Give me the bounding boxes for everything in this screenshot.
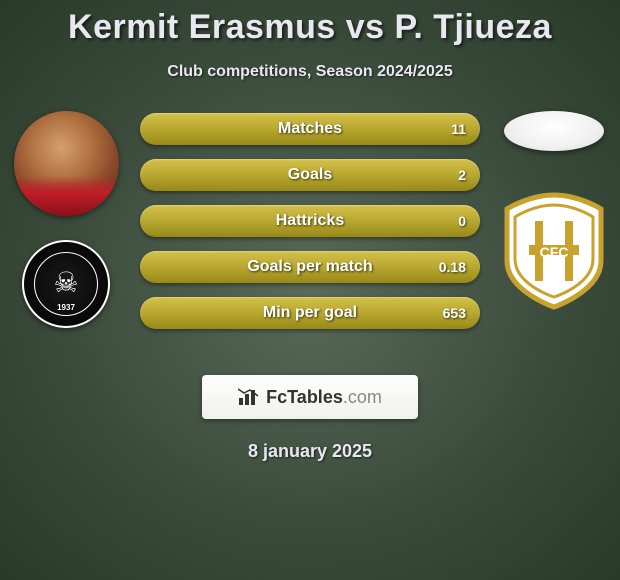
stat-bar: Hattricks0 <box>140 205 480 237</box>
date-label: 8 january 2025 <box>0 441 620 462</box>
player1-club-badge: ☠ 1937 <box>22 240 110 328</box>
brand-light: .com <box>343 387 382 407</box>
brand-strong: FcTables <box>266 387 343 407</box>
stat-label: Hattricks <box>140 205 480 237</box>
player1-jersey-text: SAMSIC <box>14 199 119 210</box>
stat-bar: Matches11 <box>140 113 480 145</box>
skull-icon: ☠ <box>53 266 78 299</box>
stat-label: Goals per match <box>140 251 480 283</box>
left-column: SAMSIC ☠ 1937 <box>6 111 126 328</box>
club-shield-icon: CFC <box>499 191 609 311</box>
stat-bar: Goals per match0.18 <box>140 251 480 283</box>
page-title: Kermit Erasmus vs P. Tjiueza <box>68 8 552 46</box>
stat-value-right: 11 <box>451 113 466 145</box>
stat-bar: Min per goal653 <box>140 297 480 329</box>
bar-chart-icon <box>238 388 260 406</box>
stat-label: Matches <box>140 113 480 145</box>
stat-value-right: 653 <box>443 297 466 329</box>
stat-value-right: 0 <box>458 205 466 237</box>
stat-label: Goals <box>140 159 480 191</box>
stats-list: Matches11 Goals2 Hattricks0 Goals per match… <box>140 113 480 343</box>
subtitle: Club competitions, Season 2024/2025 <box>0 63 620 81</box>
right-column: CFC <box>494 111 614 311</box>
comparison-body: SAMSIC ☠ 1937 CFC Matches11Goals2Hattr <box>0 111 620 361</box>
stat-bar: Goals2 <box>140 159 480 191</box>
brand-box[interactable]: FcTables.com <box>202 375 418 419</box>
player1-name: Kermit Erasmus <box>68 8 336 46</box>
vs-label: vs <box>346 8 385 46</box>
brand-text: FcTables.com <box>266 387 382 408</box>
stat-value-right: 2 <box>458 159 466 191</box>
player2-avatar <box>504 111 604 151</box>
player1-avatar: SAMSIC <box>14 111 119 216</box>
player2-name: P. Tjiueza <box>395 8 552 46</box>
stat-value-right: 0.18 <box>439 251 466 283</box>
comparison-card: Kermit Erasmus vs P. Tjiueza Club compet… <box>0 0 620 462</box>
club-year: 1937 <box>24 303 108 312</box>
club-letters: CFC <box>540 244 569 260</box>
player2-club-badge: CFC <box>499 191 609 311</box>
stat-label: Min per goal <box>140 297 480 329</box>
title-row: Kermit Erasmus vs P. Tjiueza <box>0 8 620 47</box>
